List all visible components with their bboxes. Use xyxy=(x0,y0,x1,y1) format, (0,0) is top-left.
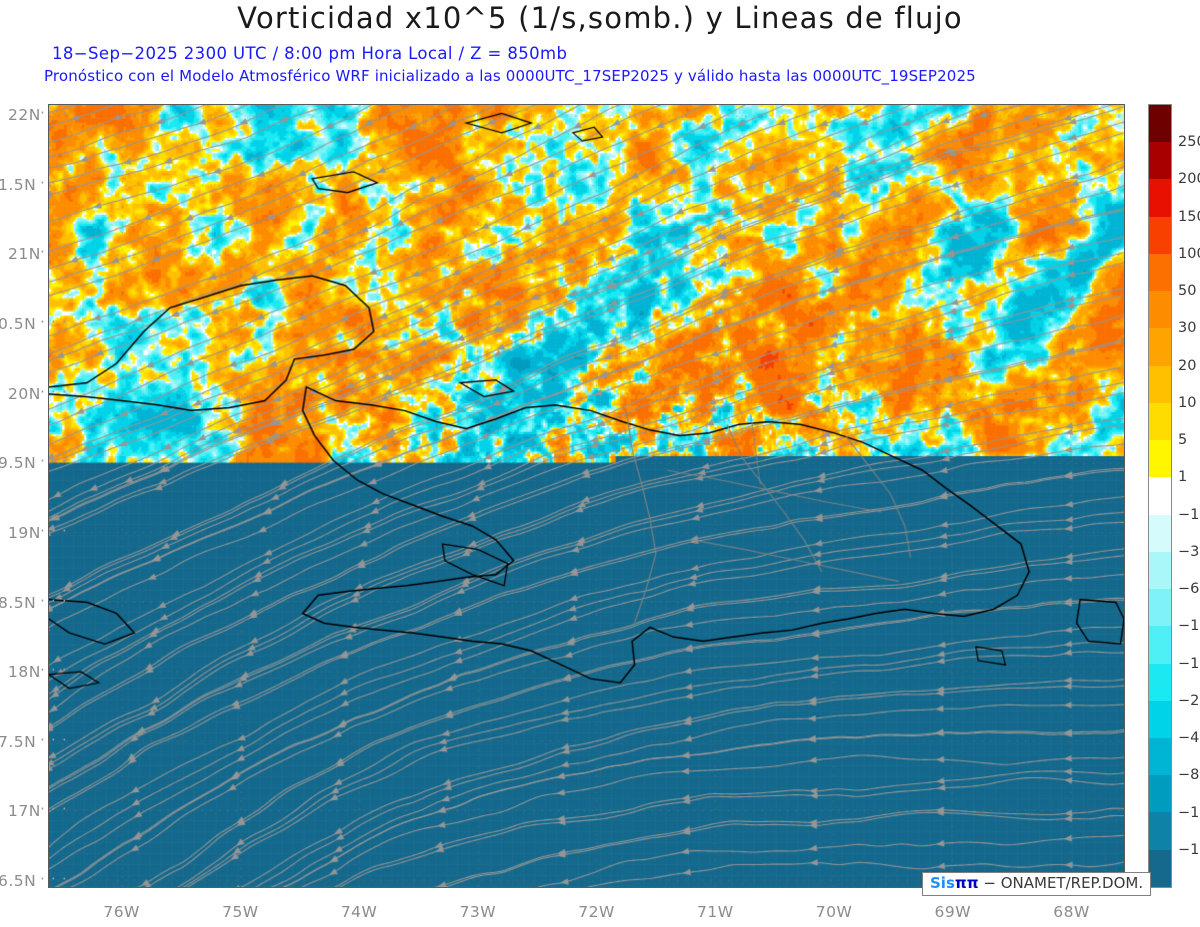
lat-tick-dots-5: ··· xyxy=(40,452,73,471)
colorbar-tick-8: 5 xyxy=(1178,432,1188,449)
vorticity-field-canvas xyxy=(49,105,1124,887)
credit-sis-text: Sis xyxy=(930,874,955,892)
credit-badge: Sisππ − ONAMET/REP.DOM. xyxy=(922,872,1152,896)
colorbar-band-16 xyxy=(1149,700,1171,738)
lon-tick-label-0: 76W xyxy=(103,903,140,921)
colorbar-band-2 xyxy=(1149,179,1171,217)
colorbar-band-11 xyxy=(1149,514,1171,552)
credit-org-text: − ONAMET/REP.DOM. xyxy=(983,874,1144,892)
header: Vorticidad x10^5 (1/s,somb.) y Lineas de… xyxy=(0,0,1200,95)
colorbar xyxy=(1148,104,1172,888)
colorbar-band-3 xyxy=(1149,216,1171,254)
colorbar-band-8 xyxy=(1149,402,1171,441)
colorbar-band-9 xyxy=(1149,440,1171,478)
colorbar-tick-12: −6 xyxy=(1178,581,1200,598)
credit-pi-icon: ππ xyxy=(954,874,979,892)
colorbar-band-10 xyxy=(1149,477,1171,515)
colorbar-band-13 xyxy=(1149,589,1171,627)
colorbar-band-17 xyxy=(1149,737,1171,776)
lat-tick-dots-6: ··· xyxy=(40,521,73,540)
lon-tick-label-5: 71W xyxy=(697,903,734,921)
lat-tick-dots-0: ··· xyxy=(40,104,73,123)
lon-tick-label-7: 69W xyxy=(934,903,972,921)
colorbar-band-19 xyxy=(1149,812,1171,850)
colorbar-band-18 xyxy=(1149,775,1171,813)
colorbar-band-6 xyxy=(1149,328,1171,366)
lat-tick-label-3: 0.5N xyxy=(0,315,37,334)
page-title: Vorticidad x10^5 (1/s,somb.) y Lineas de… xyxy=(237,1,963,35)
colorbar-band-5 xyxy=(1149,291,1171,329)
colorbar-tick-7: 10 xyxy=(1178,394,1197,411)
colorbar-band-1 xyxy=(1149,142,1171,180)
colorbar-tick-3: 100 xyxy=(1178,245,1200,262)
colorbar-band-4 xyxy=(1149,253,1171,292)
lat-tick-dots-2: ··· xyxy=(40,243,73,262)
lon-tick-label-6: 70W xyxy=(815,903,853,921)
colorbar-band-0 xyxy=(1149,105,1171,143)
colorbar-tick-1: 200 xyxy=(1178,171,1200,188)
lat-tick-label-11: 6.5N xyxy=(0,872,37,891)
lon-tick-label-3: 73W xyxy=(459,903,497,921)
lat-tick-label-7: 8.5N xyxy=(0,593,37,612)
lat-tick-label-6: 19N xyxy=(8,523,41,542)
lat-tick-dots-7: ··· xyxy=(40,591,73,610)
colorbar-tick-16: −42 xyxy=(1178,730,1200,747)
lat-tick-dots-4: ··· xyxy=(40,382,73,401)
colorbar-tick-18: −120 xyxy=(1178,804,1200,821)
colorbar-tick-10: −1 xyxy=(1178,506,1200,523)
lat-tick-dots-8: ··· xyxy=(40,661,73,680)
colorbar-tick-17: −80 xyxy=(1178,767,1200,784)
colorbar-tick-2: 150 xyxy=(1178,208,1200,225)
colorbar-tick-6: 20 xyxy=(1178,357,1197,374)
lon-tick-label-1: 75W xyxy=(222,903,259,921)
map-plot-area xyxy=(48,104,1125,888)
colorbar-tick-19: −160 xyxy=(1178,841,1200,858)
colorbar-band-14 xyxy=(1149,626,1171,664)
colorbar-tick-11: −3 xyxy=(1178,543,1200,560)
colorbar-band-12 xyxy=(1149,551,1171,590)
lat-tick-label-4: 20N xyxy=(8,384,41,403)
lon-tick-label-2: 74W xyxy=(340,903,378,921)
subtitle-valid-time: 18−Sep−2025 2300 UTC / 8:00 pm Hora Loca… xyxy=(52,44,568,63)
lat-tick-label-9: 7.5N xyxy=(0,732,37,751)
lon-tick-label-8: 68W xyxy=(1053,903,1090,921)
lat-tick-dots-3: ··· xyxy=(40,313,73,332)
colorbar-tick-5: 30 xyxy=(1178,320,1197,337)
lat-tick-dots-10: ··· xyxy=(40,800,73,819)
subtitle-model-info: Pronóstico con el Modelo Atmosférico WRF… xyxy=(44,67,976,85)
colorbar-band-15 xyxy=(1149,663,1171,701)
lat-tick-label-8: 18N xyxy=(8,663,41,682)
colorbar-tick-4: 50 xyxy=(1178,283,1197,300)
lat-tick-label-1: 1.5N xyxy=(0,175,37,194)
lat-tick-label-0: 22N xyxy=(8,106,41,125)
lat-tick-dots-1: ··· xyxy=(40,173,73,192)
lat-tick-dots-9: ··· xyxy=(40,730,73,749)
colorbar-tick-14: −18 xyxy=(1178,655,1200,672)
colorbar-band-7 xyxy=(1149,365,1171,403)
colorbar-tick-0: 250 xyxy=(1178,134,1200,151)
lon-tick-label-4: 72W xyxy=(578,903,615,921)
colorbar-tick-15: −26 xyxy=(1178,692,1200,709)
colorbar-tick-13: −12 xyxy=(1178,618,1200,635)
lat-tick-label-2: 21N xyxy=(8,245,41,264)
colorbar-band-20 xyxy=(1149,849,1171,887)
lat-tick-label-5: 9.5N xyxy=(0,454,37,473)
lat-tick-dots-11: ··· xyxy=(40,870,73,889)
lat-tick-label-10: 17N xyxy=(8,802,41,821)
colorbar-tick-9: 1 xyxy=(1178,469,1188,486)
